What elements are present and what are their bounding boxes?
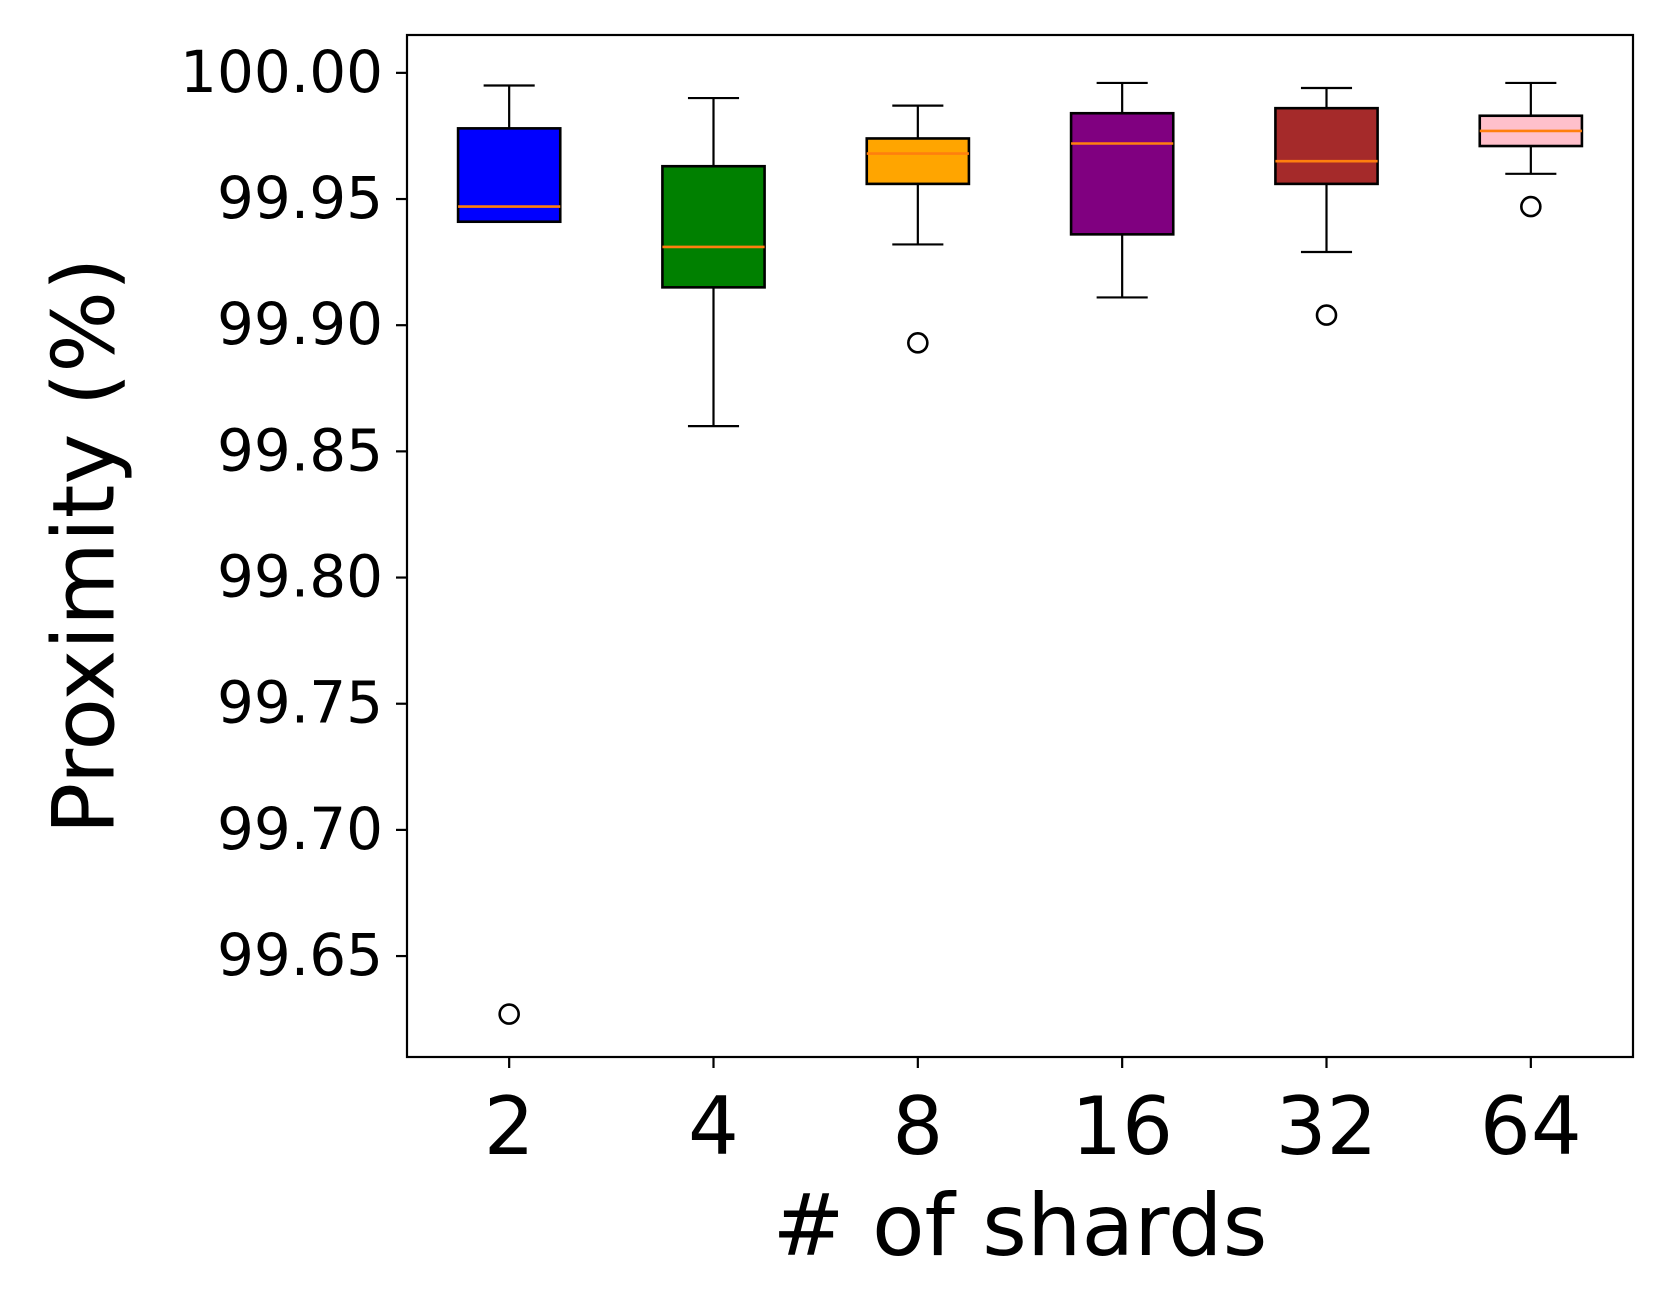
x-axis-title: # of shards (773, 1176, 1268, 1276)
x-tick-label-0: 2 (484, 1080, 535, 1173)
flier-32-0 (1315, 304, 1338, 326)
box-32 (1274, 106, 1379, 186)
flier-8-0 (907, 332, 929, 354)
x-tick-label-2: 8 (892, 1080, 943, 1173)
flier-2-0 (498, 1003, 520, 1025)
y-tick-label-1: 99.70 (217, 795, 383, 863)
y-tick-label-2: 99.75 (217, 669, 383, 737)
y-axis: 99.65 99.70 99.75 99.80 99.85 99.90 99.95 100.0… (180, 38, 407, 989)
box-4 (661, 164, 766, 289)
box-group-8 (865, 104, 971, 354)
flier-64-0 (1520, 195, 1542, 218)
box-16 (1069, 111, 1175, 236)
box-group-16 (1069, 81, 1175, 299)
y-tick-label-7: 100.00 (180, 38, 383, 106)
box-group-64 (1478, 81, 1584, 218)
box-group-32 (1274, 86, 1379, 326)
box-group-2 (456, 84, 562, 1025)
x-tick-label-5: 64 (1480, 1080, 1582, 1173)
plot-frame (405, 33, 1635, 1059)
box-8 (865, 137, 971, 186)
x-tick-label-4: 32 (1276, 1080, 1378, 1173)
x-tick-label-1: 4 (688, 1080, 739, 1173)
y-tick-label-6: 99.95 (217, 164, 383, 232)
chart-marks (456, 81, 1584, 1025)
y-axis-title: Proximity (%) (34, 257, 134, 834)
y-tick-label-0: 99.65 (217, 921, 383, 989)
y-tick-label-5: 99.90 (217, 290, 383, 358)
y-tick-label-4: 99.85 (217, 416, 383, 484)
box-group-4 (661, 96, 766, 428)
y-tick-label-3: 99.80 (217, 543, 383, 611)
x-axis: 2 4 8 16 32 64 (484, 1057, 1582, 1173)
x-tick-label-3: 16 (1071, 1080, 1173, 1173)
